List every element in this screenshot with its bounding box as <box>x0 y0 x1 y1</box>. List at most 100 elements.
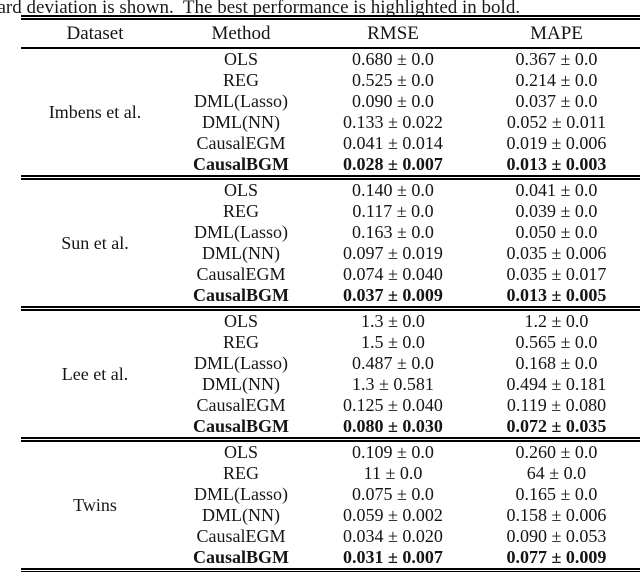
dataset-group: Lee et al. OLS 1.3 ± 0.0 1.2 ± 0.0 REG 1.5 ± … <box>21 308 640 440</box>
column-header-rmse: RMSE <box>313 17 473 49</box>
rmse-cell: 0.097 ± 0.019 <box>343 243 443 263</box>
mape-cell: 0.214 ± 0.0 <box>515 70 598 90</box>
table-row: Imbens et al. OLS 0.680 ± 0.0 0.367 ± 0.0 <box>21 48 640 122</box>
method-cell: OLS <box>223 311 258 331</box>
dataset-group: Imbens et al. OLS 0.680 ± 0.0 0.367 ± 0.0 RE… <box>21 48 640 178</box>
method-cell: DML(Lasso) <box>194 484 288 504</box>
dataset-cell: Twins <box>73 494 117 515</box>
method-cell: CausalEGM <box>196 526 286 546</box>
rmse-cell: 0.028 ± 0.007 <box>343 154 443 174</box>
method-cell: REG <box>223 463 259 483</box>
mape-cell: 0.072 ± 0.035 <box>506 416 607 436</box>
table-row: CausalBGM 0.037 ± 0.009 0.013 ± 0.005 <box>21 285 640 309</box>
method-cell: DML(Lasso) <box>194 353 288 373</box>
mape-cell: 64 ± 0.0 <box>526 463 587 483</box>
mape-cell: 0.041 ± 0.0 <box>515 180 598 200</box>
mape-cell: 0.168 ± 0.0 <box>515 353 598 373</box>
mape-cell: 0.013 ± 0.003 <box>506 154 607 174</box>
rmse-cell: 0.090 ± 0.0 <box>352 91 434 111</box>
table-row: REG 0.525 ± 0.0 0.214 ± 0.0 <box>21 70 640 91</box>
method-cell: CausalBGM <box>192 547 289 567</box>
method-cell: DML(NN) <box>202 374 280 394</box>
table-row: DML(NN) 0.097 ± 0.019 0.035 ± 0.006 <box>21 243 640 264</box>
table-row: CausalEGM 0.041 ± 0.014 0.019 ± 0.006 <box>21 133 640 154</box>
table-row: REG 1.5 ± 0.0 0.565 ± 0.0 <box>21 332 640 353</box>
rmse-cell: 0.031 ± 0.007 <box>343 547 443 567</box>
method-cell: CausalEGM <box>196 133 286 153</box>
rmse-cell: 0.133 ± 0.022 <box>343 112 443 132</box>
mape-cell: 0.090 ± 0.053 <box>506 526 607 546</box>
table-row: Sun et al. OLS 0.140 ± 0.0 0.041 ± 0.0 <box>21 178 640 253</box>
rmse-cell: 0.487 ± 0.0 <box>352 353 434 373</box>
table-row: CausalEGM 0.125 ± 0.040 0.119 ± 0.080 <box>21 395 640 416</box>
method-cell: CausalBGM <box>192 285 289 305</box>
table-row: Lee et al. OLS 1.3 ± 0.0 1.2 ± 0.0 <box>21 309 640 384</box>
rmse-cell: 0.041 ± 0.014 <box>343 133 443 153</box>
rmse-cell: 0.525 ± 0.0 <box>352 70 434 90</box>
table-row: DML(NN) 0.133 ± 0.022 0.052 ± 0.011 <box>21 112 640 133</box>
method-cell: DML(Lasso) <box>194 91 288 111</box>
method-cell: CausalEGM <box>196 395 286 415</box>
table-row: CausalEGM 0.034 ± 0.020 0.090 ± 0.053 <box>21 526 640 547</box>
rmse-cell: 0.680 ± 0.0 <box>352 49 434 69</box>
mape-cell: 0.037 ± 0.0 <box>515 91 598 111</box>
rmse-cell: 0.059 ± 0.002 <box>343 505 443 525</box>
method-cell: REG <box>223 201 259 221</box>
method-cell: DML(NN) <box>202 243 280 263</box>
mape-cell: 0.165 ± 0.0 <box>515 484 598 504</box>
table-row: CausalBGM 0.080 ± 0.030 0.072 ± 0.035 <box>21 416 640 440</box>
rmse-cell: 1.3 ± 0.581 <box>352 374 434 394</box>
mape-cell: 0.035 ± 0.017 <box>506 264 607 284</box>
method-cell: REG <box>223 70 259 90</box>
method-cell: OLS <box>223 49 258 69</box>
method-cell: OLS <box>223 180 258 200</box>
method-cell: DML(NN) <box>202 112 280 132</box>
table-row: CausalEGM 0.074 ± 0.040 0.035 ± 0.017 <box>21 264 640 285</box>
rmse-cell: 0.074 ± 0.040 <box>343 264 443 284</box>
mape-cell: 0.494 ± 0.181 <box>506 374 607 394</box>
column-header-mape: MAPE <box>473 17 640 49</box>
mape-cell: 0.077 ± 0.009 <box>506 547 607 567</box>
method-cell: CausalBGM <box>192 154 289 174</box>
table-row: DML(NN) 1.3 ± 0.581 0.494 ± 0.181 <box>21 374 640 395</box>
table-header-row: Dataset Method RMSE MAPE <box>21 17 640 49</box>
rmse-cell: 1.3 ± 0.0 <box>361 311 425 331</box>
rmse-cell: 0.080 ± 0.030 <box>343 416 443 436</box>
rmse-cell: 0.075 ± 0.0 <box>352 484 434 504</box>
mape-cell: 0.565 ± 0.0 <box>515 332 598 352</box>
column-header-method: Method <box>169 17 313 49</box>
mape-cell: 0.050 ± 0.0 <box>515 222 598 242</box>
mape-cell: 0.035 ± 0.006 <box>506 243 607 263</box>
rmse-cell: 0.034 ± 0.020 <box>343 526 443 546</box>
table-caption: dard deviation is shown. The best perfor… <box>0 0 521 18</box>
mape-cell: 0.019 ± 0.006 <box>506 133 607 153</box>
rmse-cell: 0.163 ± 0.0 <box>352 222 434 242</box>
results-table: Dataset Method RMSE MAPE Imbens et al. OL… <box>21 15 640 572</box>
table-row: DML(Lasso) 0.487 ± 0.0 0.168 ± 0.0 <box>21 353 640 374</box>
rmse-cell: 0.109 ± 0.0 <box>352 442 434 462</box>
rmse-cell: 0.037 ± 0.009 <box>343 285 443 305</box>
rmse-cell: 0.117 ± 0.0 <box>352 201 434 221</box>
table-row: CausalBGM 0.028 ± 0.007 0.013 ± 0.003 <box>21 154 640 178</box>
mape-cell: 0.158 ± 0.006 <box>506 505 607 525</box>
method-cell: REG <box>223 332 259 352</box>
table-row: DML(Lasso) 0.163 ± 0.0 0.050 ± 0.0 <box>21 222 640 243</box>
table-row: REG 0.117 ± 0.0 0.039 ± 0.0 <box>21 201 640 222</box>
rmse-cell: 1.5 ± 0.0 <box>361 332 425 352</box>
method-cell: CausalEGM <box>196 264 286 284</box>
rmse-cell: 0.140 ± 0.0 <box>352 180 434 200</box>
table-row: DML(NN) 0.059 ± 0.002 0.158 ± 0.006 <box>21 505 640 526</box>
rmse-cell: 0.125 ± 0.040 <box>343 395 443 415</box>
mape-cell: 0.119 ± 0.080 <box>506 395 607 415</box>
rmse-cell: 11 ± 0.0 <box>363 463 423 483</box>
method-cell: CausalBGM <box>192 416 289 436</box>
dataset-group: Twins OLS 0.109 ± 0.0 0.260 ± 0.0 REG 11 ± 0.… <box>21 439 640 571</box>
table-row: DML(Lasso) 0.090 ± 0.0 0.037 ± 0.0 <box>21 91 640 112</box>
dataset-cell: Lee et al. <box>61 363 129 384</box>
column-header-dataset: Dataset <box>21 17 169 49</box>
mape-cell: 0.367 ± 0.0 <box>515 49 598 69</box>
method-cell: DML(Lasso) <box>194 222 288 242</box>
table-row: Twins OLS 0.109 ± 0.0 0.260 ± 0.0 <box>21 440 640 515</box>
dataset-group: Sun et al. OLS 0.140 ± 0.0 0.041 ± 0.0 REG 0.… <box>21 177 640 309</box>
dataset-cell: Imbens et al. <box>48 101 142 122</box>
